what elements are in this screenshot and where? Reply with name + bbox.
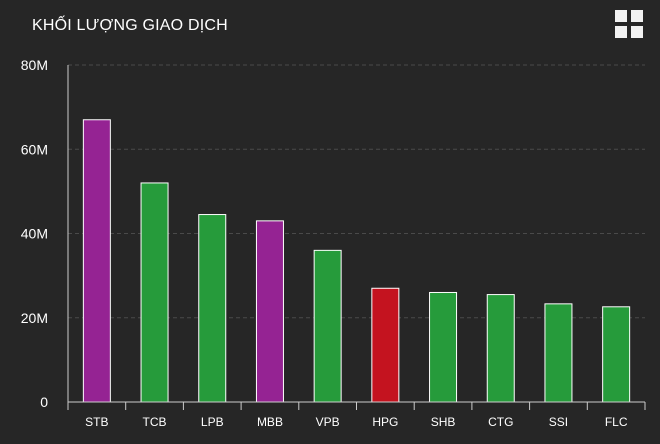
y-tick-label: 80M — [21, 57, 48, 73]
bar — [371, 287, 400, 403]
x-tick-label: VPB — [316, 415, 340, 429]
bar — [255, 220, 284, 403]
bar — [82, 119, 111, 403]
y-tick-label: 40M — [21, 226, 48, 242]
x-tick-label: CTG — [488, 415, 513, 429]
bar — [140, 182, 169, 403]
bar — [198, 214, 227, 403]
grid-menu-icon-cell — [615, 10, 627, 22]
bar — [313, 249, 342, 403]
grid-menu-icon-cell — [615, 26, 627, 38]
grid-menu-icon-cell — [631, 26, 643, 38]
bar — [486, 294, 515, 403]
x-axis: STB TCB LPB MBB VPB HPG SHB CTG SSI FLC — [67, 401, 646, 429]
x-tick-label: SSI — [549, 415, 568, 429]
x-tick-label: STB — [85, 415, 108, 429]
bar — [429, 291, 458, 403]
grid-menu-icon-cell — [631, 10, 643, 22]
x-tick-label: LPB — [201, 415, 224, 429]
y-tick-label: 0 — [40, 394, 48, 410]
bars — [82, 119, 631, 403]
y-tick-label: 60M — [21, 141, 48, 157]
grid-menu-icon[interactable] — [615, 10, 643, 38]
y-axis: 0 20M 40M 60M 80M — [21, 57, 69, 410]
bar — [602, 306, 631, 403]
bar — [544, 303, 573, 403]
grid-lines — [68, 64, 645, 319]
chart-title: KHỐI LƯỢNG GIAO DỊCH — [32, 17, 228, 34]
x-tick-label: FLC — [605, 415, 628, 429]
x-tick-label: SHB — [431, 415, 456, 429]
x-tick-label: TCB — [143, 415, 167, 429]
x-tick-label: MBB — [257, 415, 283, 429]
y-tick-label: 20M — [21, 310, 48, 326]
x-tick-label: HPG — [372, 415, 398, 429]
